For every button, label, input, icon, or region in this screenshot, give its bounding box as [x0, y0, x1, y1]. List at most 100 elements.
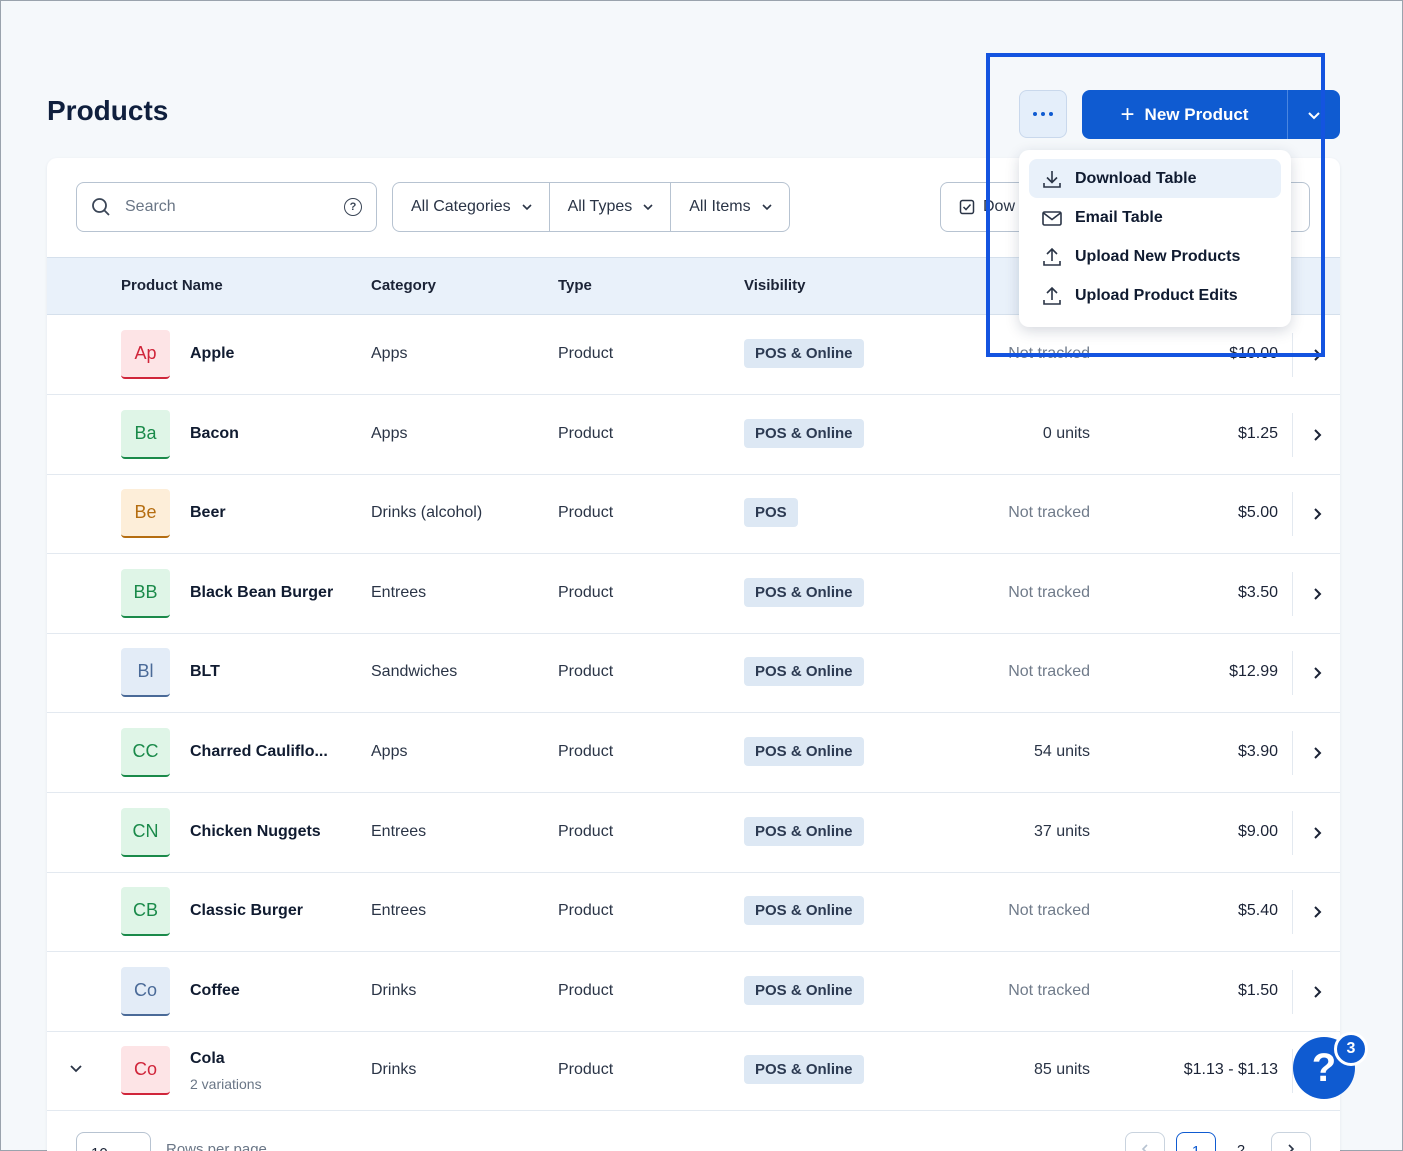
- table-row[interactable]: BB Black Bean Burger Entrees Product POS & O…: [47, 554, 1340, 634]
- new-product-dropdown-toggle[interactable]: [1288, 90, 1340, 139]
- search-input[interactable]: Search: [125, 198, 176, 215]
- row-open-button[interactable]: [1292, 731, 1340, 775]
- question-icon: ?: [1311, 1045, 1337, 1090]
- new-product-button[interactable]: + New Product: [1082, 90, 1288, 139]
- chevron-down-icon: [522, 204, 532, 211]
- more-options-button[interactable]: [1019, 90, 1067, 138]
- row-open-button[interactable]: [1292, 811, 1340, 855]
- product-price: $3.50: [1237, 584, 1278, 601]
- filter-categories[interactable]: All Categories: [393, 183, 550, 231]
- product-type: Product: [558, 902, 614, 919]
- chevron-right-icon: [1313, 429, 1321, 441]
- product-price: $12.99: [1229, 663, 1278, 680]
- product-category: Drinks: [371, 1061, 417, 1078]
- product-avatar: CC: [121, 728, 170, 777]
- plus-icon: +: [1120, 100, 1135, 128]
- table-row[interactable]: Be Beer Drinks (alcohol) Product POS Not trac…: [47, 474, 1340, 554]
- row-open-button[interactable]: [1292, 890, 1340, 934]
- menu-download-table[interactable]: Download Table: [1029, 159, 1281, 198]
- product-name[interactable]: Beer: [190, 504, 226, 521]
- table-row[interactable]: CB Classic Burger Entrees Product POS & Onli…: [47, 872, 1340, 952]
- product-avatar: Bl: [121, 648, 170, 697]
- product-avatar: Ba: [121, 410, 170, 459]
- column-visibility[interactable]: Visibility: [744, 277, 806, 294]
- menu-download-table-label: Download Table: [1075, 169, 1197, 187]
- new-product-split-button: + New Product: [1082, 90, 1340, 139]
- product-stock: 0 units: [1042, 425, 1090, 442]
- product-name[interactable]: BLT: [190, 663, 220, 680]
- product-name[interactable]: Bacon: [190, 425, 239, 442]
- page-2-button[interactable]: 2: [1236, 1142, 1246, 1151]
- column-product-name[interactable]: Product Name: [121, 277, 223, 294]
- menu-upload-product-edits[interactable]: Upload Product Edits: [1029, 276, 1281, 315]
- row-open-button[interactable]: [1292, 413, 1340, 457]
- visibility-badge: POS & Online: [744, 896, 864, 925]
- filter-items[interactable]: All Items: [671, 183, 788, 231]
- table-row[interactable]: CC Charred Cauliflo... Apps Product POS & On…: [47, 713, 1340, 793]
- product-price: $3.90: [1237, 743, 1278, 760]
- page-1-button[interactable]: 1: [1176, 1132, 1216, 1151]
- table-row[interactable]: CN Chicken Nuggets Entrees Product POS & Onl…: [47, 793, 1340, 873]
- chevron-down-icon: [643, 204, 653, 211]
- chevron-left-icon: [1141, 1144, 1148, 1151]
- product-stock: 85 units: [1033, 1061, 1090, 1078]
- row-open-button[interactable]: [1292, 651, 1340, 695]
- visibility-badge: POS & Online: [744, 817, 864, 846]
- product-stock: Not tracked: [1008, 982, 1090, 999]
- rows-per-page-select[interactable]: 10: [76, 1132, 151, 1151]
- product-category: Entrees: [371, 902, 427, 919]
- table-row[interactable]: Bl BLT Sandwiches Product POS & Online Not tr…: [47, 633, 1340, 713]
- product-category: Apps: [371, 425, 408, 442]
- product-price: $5.40: [1237, 902, 1278, 919]
- product-name[interactable]: Classic Burger: [190, 902, 303, 919]
- filter-group: All Categories All Types All Items: [392, 182, 790, 232]
- product-stock: 37 units: [1033, 823, 1090, 840]
- product-category: Sandwiches: [371, 663, 458, 680]
- search-field[interactable]: Search ?: [76, 182, 377, 232]
- menu-email-table[interactable]: Email Table: [1029, 198, 1281, 237]
- product-type: Product: [558, 1061, 614, 1078]
- product-name[interactable]: Chicken Nuggets: [190, 823, 321, 840]
- product-name[interactable]: Black Bean Burger: [190, 584, 334, 601]
- download-icon: [1043, 170, 1061, 188]
- chevron-right-icon: [1313, 588, 1321, 600]
- upload-icon: [1043, 286, 1061, 305]
- product-name[interactable]: Charred Cauliflo...: [190, 743, 328, 760]
- row-open-button[interactable]: [1292, 572, 1340, 616]
- product-avatar: Co: [121, 1046, 170, 1095]
- chevron-right-icon: [1288, 1144, 1295, 1151]
- product-name[interactable]: Cola: [190, 1050, 225, 1067]
- highlight-frame: [986, 53, 1325, 357]
- product-name[interactable]: Apple: [190, 345, 235, 362]
- chevron-right-icon: [1313, 906, 1321, 918]
- chevron-down-icon[interactable]: [69, 1061, 83, 1075]
- actions-menu: Download Table Email Table Upload New Pr…: [1019, 150, 1291, 327]
- search-help-icon[interactable]: ?: [344, 198, 362, 216]
- row-open-button[interactable]: [1292, 970, 1340, 1014]
- download-button-label: Dow: [983, 198, 1016, 215]
- product-stock: 54 units: [1033, 743, 1090, 760]
- product-type: Product: [558, 504, 614, 521]
- column-category[interactable]: Category: [371, 277, 437, 294]
- prev-page-button[interactable]: [1125, 1132, 1165, 1151]
- filter-types[interactable]: All Types: [550, 183, 672, 231]
- product-type: Product: [558, 743, 614, 760]
- product-name[interactable]: Coffee: [190, 982, 240, 999]
- filter-items-label: All Items: [689, 198, 751, 215]
- row-open-button[interactable]: [1292, 492, 1340, 536]
- table-row[interactable]: Co Coffee Drinks Product POS & Online Not tra…: [47, 952, 1340, 1032]
- menu-upload-new-products[interactable]: Upload New Products: [1029, 237, 1281, 276]
- product-avatar: Co: [121, 967, 170, 1016]
- chevron-right-icon: [1313, 747, 1321, 759]
- search-icon: [92, 198, 110, 216]
- product-price: $5.00: [1237, 504, 1278, 521]
- column-type[interactable]: Type: [558, 277, 592, 294]
- table-row[interactable]: Co Cola 2 variations Drinks Product POS & Onl…: [47, 1031, 1340, 1111]
- next-page-button[interactable]: [1271, 1132, 1311, 1151]
- table-row[interactable]: Ba Bacon Apps Product POS & Online 0 units $1.…: [47, 395, 1340, 475]
- product-stock: Not tracked: [1008, 584, 1090, 601]
- product-category: Drinks (alcohol): [371, 504, 483, 521]
- product-price: $1.50: [1237, 982, 1278, 999]
- product-avatar: CN: [121, 808, 170, 857]
- product-type: Product: [558, 982, 614, 999]
